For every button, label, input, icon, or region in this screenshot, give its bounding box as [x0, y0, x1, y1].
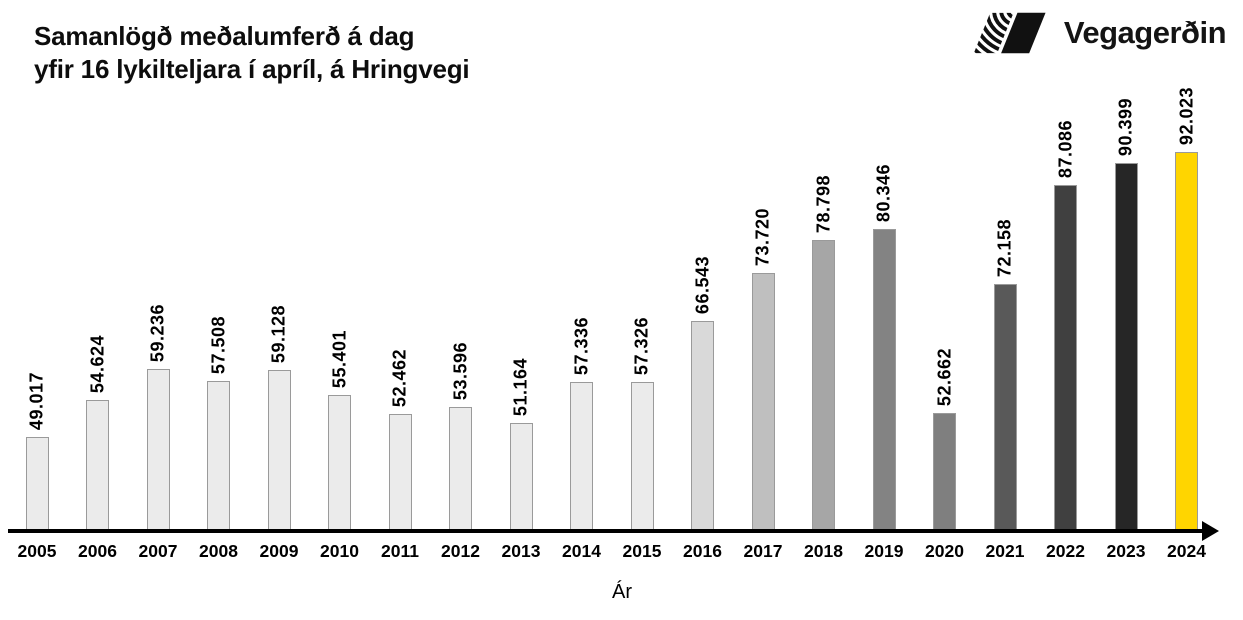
bar-2013 — [509, 423, 533, 532]
x-tick-label: 2005 — [17, 541, 57, 561]
bar-value-label: 54.624 — [87, 334, 107, 393]
bar-2012 — [449, 407, 472, 532]
x-tick-label: 2014 — [562, 541, 601, 561]
bar-2005 — [25, 437, 49, 532]
bar-value-label: 66.543 — [692, 255, 712, 314]
x-tick-label: 2017 — [743, 541, 783, 561]
bar-2020 — [933, 413, 956, 532]
x-tick-label: 2013 — [501, 541, 541, 561]
x-tick-label: 2024 — [1167, 541, 1206, 561]
x-tick-label: 2008 — [199, 541, 238, 561]
vegagerdin-logo: Vegagerðin — [973, 8, 1227, 58]
bar-value-label: 52.662 — [934, 347, 954, 406]
x-tick-label: 2006 — [78, 541, 117, 561]
bar-2019 — [872, 229, 896, 532]
x-tick-label: 2022 — [1046, 541, 1085, 561]
bar-2015 — [630, 382, 654, 532]
vegagerdin-stripes-icon — [973, 12, 1046, 54]
x-tick-label: 2018 — [804, 541, 843, 561]
x-axis-arrow-icon — [1202, 521, 1219, 541]
bar-2017 — [751, 273, 775, 532]
x-tick-label: 2019 — [864, 541, 904, 561]
bar-value-label: 78.798 — [813, 174, 833, 233]
x-tick-label: 2012 — [441, 541, 480, 561]
bar-2023 — [1114, 163, 1138, 532]
bar-value-label: 80.346 — [873, 163, 894, 222]
bar-value-label: 87.086 — [1055, 119, 1075, 178]
bar-value-label: 92.023 — [1176, 86, 1196, 145]
bar-value-label: 59.236 — [147, 303, 168, 362]
bar-2011 — [388, 414, 412, 532]
bar-value-label: 57.336 — [571, 316, 591, 375]
bar-2010 — [328, 395, 351, 532]
bar-2024 — [1175, 152, 1198, 532]
x-tick-label: 2020 — [925, 541, 964, 561]
bar-value-label: 59.128 — [268, 304, 289, 363]
bar-2016 — [691, 321, 714, 532]
bar-2014 — [570, 382, 593, 532]
bar-2018 — [812, 240, 835, 532]
bar-2021 — [993, 284, 1017, 532]
bar-value-label: 53.596 — [450, 341, 470, 400]
bar-value-label: 57.326 — [631, 316, 652, 375]
bar-2009 — [267, 370, 291, 532]
x-axis-title: Ár — [612, 581, 632, 603]
x-tick-label: 2021 — [985, 541, 1025, 561]
bar-value-label: 90.399 — [1115, 97, 1136, 156]
bar-value-label: 72.158 — [994, 218, 1015, 277]
x-tick-label: 2010 — [320, 541, 359, 561]
bar-2022 — [1054, 185, 1077, 532]
x-tick-label: 2009 — [259, 541, 299, 561]
vegagerdin-logo-text: Vegagerðin — [1063, 15, 1227, 50]
chart-title: Samanlögð meðalumferð á dag yfir 16 lyki… — [34, 20, 470, 86]
bar-2008 — [207, 381, 230, 532]
bar-value-label: 52.462 — [389, 348, 410, 407]
bar-2006 — [86, 400, 109, 532]
chart-title-line1: Samanlögð meðalumferð á dag — [34, 21, 415, 51]
bar-value-label: 49.017 — [26, 371, 47, 430]
x-tick-label: 2011 — [381, 541, 419, 561]
x-tick-label: 2015 — [622, 541, 662, 561]
bar-value-label: 55.401 — [329, 329, 349, 388]
bar-value-label: 51.164 — [510, 357, 531, 416]
bar-value-label: 73.720 — [752, 207, 773, 266]
x-tick-label: 2007 — [138, 541, 178, 561]
bar-value-label: 57.508 — [208, 315, 228, 374]
x-tick-label: 2023 — [1106, 541, 1146, 561]
chart-title-line2: yfir 16 lykilteljara í apríl, á Hringveg… — [34, 54, 470, 84]
x-tick-label: 2016 — [683, 541, 722, 561]
x-axis-line — [8, 529, 1204, 533]
bar-2007 — [146, 369, 170, 532]
